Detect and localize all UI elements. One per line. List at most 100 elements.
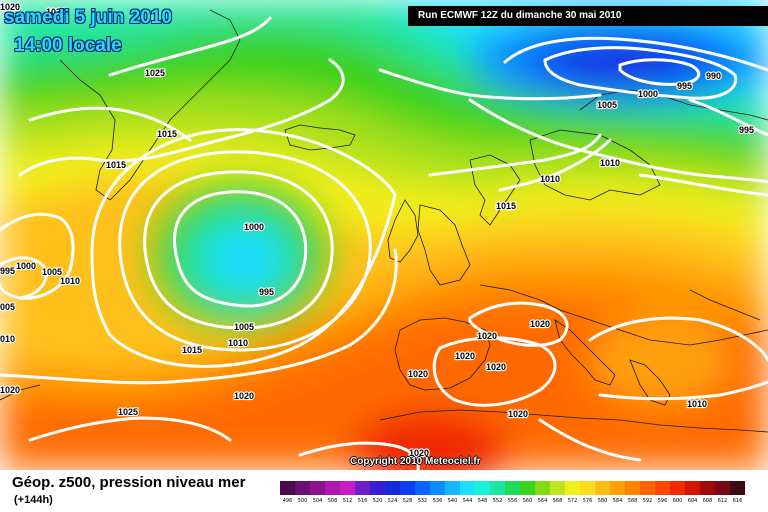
isobar-label: 1010	[687, 399, 707, 409]
forecast-step: (+144h)	[14, 494, 53, 506]
legend-swatch	[685, 481, 700, 495]
isobar-label: 1020	[508, 409, 528, 419]
isobar-label: 1020	[0, 385, 20, 395]
legend-swatch	[595, 481, 610, 495]
isobar-label: 995	[0, 266, 15, 276]
legend-label: 548	[477, 498, 488, 504]
isobar-label: 1020	[455, 351, 475, 361]
legend-label: 604	[687, 498, 698, 504]
legend-swatch	[730, 481, 745, 495]
isobar-label: 1025	[118, 407, 138, 417]
isobar-label: 1005	[234, 322, 254, 332]
legend-label: 608	[702, 498, 713, 504]
legend-swatch	[490, 481, 505, 495]
legend-swatch	[565, 481, 580, 495]
color-legend	[280, 481, 745, 495]
legend-label: 564	[537, 498, 548, 504]
legend-swatch	[280, 481, 295, 495]
legend-swatch	[445, 481, 460, 495]
legend-swatch	[325, 481, 340, 495]
map-canvas: 1020 1030 1025 1015 1015 1000 995 1005 1…	[0, 0, 768, 470]
isobar-labels: 1020 1030 1025 1015 1015 1000 995 1005 1…	[0, 1, 755, 459]
legend-label: 508	[327, 498, 338, 504]
color-legend-labels: 496 500 504 508 512 516 520 524 528 532 536 540 544 5…	[280, 498, 745, 504]
isobar-label: 1000	[244, 222, 264, 232]
legend-label: 552	[492, 498, 503, 504]
legend-label: 560	[522, 498, 533, 504]
legend-label: 600	[672, 498, 683, 504]
legend-label: 572	[567, 498, 578, 504]
isobar-label: 1020	[234, 391, 254, 401]
legend-swatch	[580, 481, 595, 495]
legend-label: 540	[447, 498, 458, 504]
isobar-label: 1010	[540, 174, 560, 184]
legend-swatch	[430, 481, 445, 495]
legend-swatch	[400, 481, 415, 495]
footer: Géop. z500, pression niveau mer (+144h) …	[0, 470, 768, 512]
legend-label: 520	[372, 498, 383, 504]
legend-swatch	[550, 481, 565, 495]
copyright: Copyright 2010 Meteociel.fr	[350, 456, 481, 467]
legend-label: 588	[627, 498, 638, 504]
legend-label: 580	[597, 498, 608, 504]
legend-label: 556	[507, 498, 518, 504]
isobar-label: 010	[0, 334, 15, 344]
legend-swatch	[670, 481, 685, 495]
isobar-label: 1015	[182, 345, 202, 355]
legend-label: 592	[642, 498, 653, 504]
legend-label: 528	[402, 498, 413, 504]
legend-label: 616	[732, 498, 743, 504]
legend-swatch	[655, 481, 670, 495]
isobar-label: 1010	[60, 276, 80, 286]
weather-map: 1020 1030 1025 1015 1015 1000 995 1005 1…	[0, 0, 768, 470]
isobar-label: 005	[0, 302, 15, 312]
isobar-label: 1030	[46, 7, 66, 17]
isobar-label: 995	[677, 81, 692, 91]
field-title: Géop. z500, pression niveau mer	[12, 474, 246, 491]
isobar-label: 1015	[496, 201, 516, 211]
legend-label: 512	[342, 498, 353, 504]
legend-swatch	[460, 481, 475, 495]
legend-label: 568	[552, 498, 563, 504]
legend-label: 612	[717, 498, 728, 504]
forecast-time: 14:00 locale	[14, 35, 122, 56]
legend-label: 584	[612, 498, 623, 504]
legend-swatch	[640, 481, 655, 495]
legend-swatch	[610, 481, 625, 495]
legend-swatch	[295, 481, 310, 495]
legend-swatch	[310, 481, 325, 495]
legend-label: 516	[357, 498, 368, 504]
legend-swatch	[475, 481, 490, 495]
legend-label: 544	[462, 498, 473, 504]
run-info: Run ECMWF 12Z du dimanche 30 mai 2010	[408, 6, 768, 26]
isobar-label: 1005	[597, 100, 617, 110]
isobar-label: 1005	[42, 267, 62, 277]
isobars	[0, 16, 768, 470]
legend-swatch	[700, 481, 715, 495]
isobar-label: 1020	[409, 448, 429, 458]
isobar-label: 1015	[157, 129, 177, 139]
isobar-label: 995	[259, 287, 274, 297]
isobar-label: 1000	[638, 89, 658, 99]
legend-label: 532	[417, 498, 428, 504]
legend-swatch	[715, 481, 730, 495]
legend-label: 596	[657, 498, 668, 504]
isobar-label: 1000	[16, 261, 36, 271]
legend-swatch	[385, 481, 400, 495]
isobar-label: 1010	[600, 158, 620, 168]
isobar-label: 1020	[486, 362, 506, 372]
forecast-date: samedi 5 juin 2010	[4, 7, 172, 28]
isobar-label: 1020	[408, 369, 428, 379]
legend-label: 504	[312, 498, 323, 504]
isobar-label: 1010	[228, 338, 248, 348]
legend-swatch	[535, 481, 550, 495]
isobar-label: 1025	[145, 68, 165, 78]
legend-swatch	[355, 481, 370, 495]
isobar-label: 1020	[0, 2, 20, 12]
isobar-label: 995	[739, 125, 754, 135]
isobar-label: 1020	[530, 319, 550, 329]
legend-swatch	[625, 481, 640, 495]
isobar-label: 1015	[106, 160, 126, 170]
legend-swatch	[370, 481, 385, 495]
legend-label: 576	[582, 498, 593, 504]
